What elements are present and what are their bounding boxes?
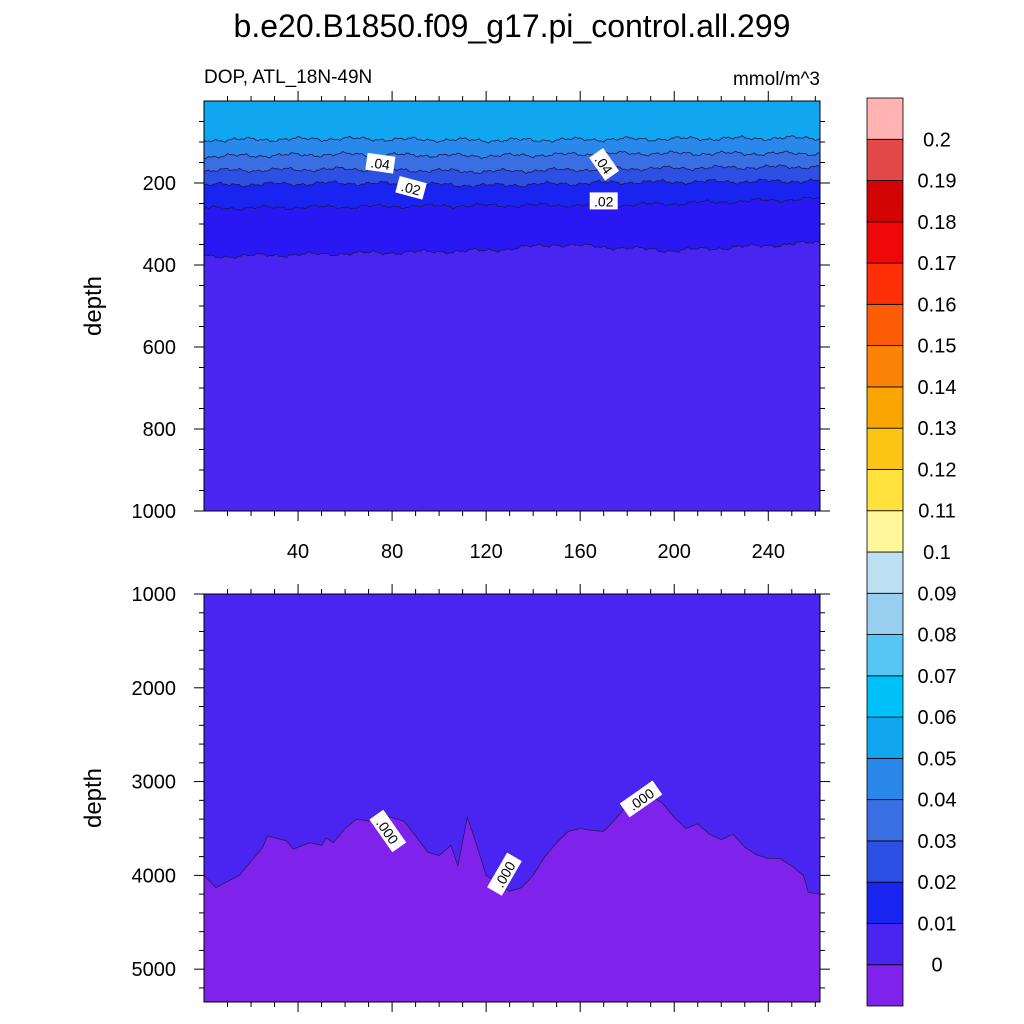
colorbar-swatch bbox=[866, 386, 904, 429]
chart-units: mmol/m^3 bbox=[733, 69, 820, 90]
colorbar-label: 0.14 bbox=[918, 377, 957, 399]
upper-contour-band bbox=[204, 101, 820, 144]
colorbar-label: 0 bbox=[931, 955, 942, 977]
upper-contour-labels: .04.04.02.02 bbox=[365, 147, 620, 210]
x-tick-label: 80 bbox=[381, 541, 403, 563]
colorbar-swatch bbox=[866, 427, 904, 470]
contour-label-box bbox=[365, 152, 396, 174]
contour-label-box bbox=[619, 780, 663, 818]
contour-label-box bbox=[395, 175, 427, 200]
colorbar-label: 0.12 bbox=[918, 460, 957, 482]
colorbar-swatch bbox=[866, 757, 904, 801]
y-tick-label: 1000 bbox=[132, 501, 177, 523]
contour-label: .02 bbox=[589, 192, 618, 210]
colorbar-label: 0.15 bbox=[918, 336, 957, 358]
colorbar-label: 0.13 bbox=[918, 418, 957, 440]
x-tick-label: 200 bbox=[658, 541, 691, 563]
upper-y-axis-label: depth bbox=[80, 276, 107, 336]
colorbar-label: 0.03 bbox=[918, 831, 957, 853]
y-tick-label: 2000 bbox=[132, 678, 177, 700]
contour-label-text: .04 bbox=[370, 154, 392, 173]
lower-contour-line bbox=[203, 795, 821, 895]
upper-contour-line bbox=[203, 178, 821, 188]
colorbar-label: 0.04 bbox=[918, 790, 957, 812]
colorbar-label: 0.2 bbox=[923, 129, 951, 151]
colorbar-swatch bbox=[866, 551, 904, 594]
contour-label: .02 bbox=[395, 175, 427, 200]
colorbar-label: 0.06 bbox=[918, 707, 957, 729]
colorbar-swatch bbox=[866, 345, 904, 388]
upper-contour-line bbox=[203, 135, 821, 144]
lower-plot-frame bbox=[203, 593, 821, 1003]
colorbar-swatch bbox=[866, 923, 904, 966]
contour-label-box bbox=[589, 192, 618, 210]
y-tick-label: 800 bbox=[143, 419, 176, 441]
colorbar-swatch bbox=[866, 716, 904, 759]
colorbar-label: 0.07 bbox=[918, 666, 957, 688]
upper-axis-ticks: 40 80 120 160 200 240 200 400 600 800 1000 bbox=[132, 91, 830, 563]
chart-title: b.e20.B1850.f09_g17.pi_control.all.299 bbox=[234, 8, 791, 44]
y-tick-label: 5000 bbox=[132, 959, 177, 981]
contour-label-box bbox=[487, 852, 522, 896]
colorbar-swatch bbox=[866, 964, 904, 1007]
colorbar-swatch bbox=[866, 634, 904, 677]
colorbar: 0 0.01 0.02 0.03 0.04 0.05 0.06 0.07 0.08 0.09 0.1… bbox=[866, 97, 957, 1007]
colorbar-swatch bbox=[866, 592, 904, 635]
colorbar-label: 0.02 bbox=[918, 872, 957, 894]
x-tick-label: 40 bbox=[287, 541, 309, 563]
upper-contour-lines bbox=[203, 135, 821, 260]
colorbar-label: 0.18 bbox=[918, 212, 957, 234]
colorbar-label: 0.1 bbox=[923, 542, 951, 564]
colorbar-swatch bbox=[866, 510, 904, 553]
lower-contour-bands bbox=[203, 594, 821, 1002]
upper-contour-line bbox=[203, 164, 821, 174]
colorbar-label: 0.09 bbox=[918, 583, 957, 605]
colorbar-swatch bbox=[866, 675, 904, 718]
x-tick-label: 160 bbox=[563, 541, 596, 563]
upper-contour-line bbox=[203, 240, 821, 260]
colorbar-label: 0.05 bbox=[918, 748, 957, 770]
contour-label: .04 bbox=[365, 152, 396, 174]
x-tick-label: 240 bbox=[752, 541, 785, 563]
upper-contour-line bbox=[203, 196, 821, 211]
colorbar-swatch bbox=[866, 469, 904, 512]
lower-contour-band-lower bbox=[204, 795, 820, 1002]
colorbar-swatch bbox=[866, 221, 904, 264]
lower-axis-ticks: 1000 2000 3000 4000 5000 bbox=[132, 584, 830, 1012]
y-tick-label: 1000 bbox=[132, 584, 177, 606]
colorbar-swatch bbox=[866, 799, 904, 842]
colorbar-swatch bbox=[866, 180, 904, 223]
upper-contour-bands bbox=[204, 101, 820, 511]
colorbar-swatch bbox=[866, 138, 904, 181]
colorbar-swatch bbox=[866, 881, 904, 924]
lower-y-axis-label: depth bbox=[80, 768, 107, 828]
y-tick-label: 600 bbox=[143, 337, 176, 359]
y-tick-label: 200 bbox=[143, 173, 176, 195]
colorbar-swatch bbox=[866, 97, 904, 140]
contour-label-text: .02 bbox=[399, 178, 422, 199]
chart-subtitle-left: DOP, ATL_18N-49N bbox=[204, 67, 372, 88]
y-tick-label: 4000 bbox=[132, 865, 177, 887]
contour-label-text: .02 bbox=[594, 193, 614, 209]
y-tick-label: 400 bbox=[143, 255, 176, 277]
colorbar-label: 0.01 bbox=[918, 914, 957, 936]
colorbar-swatch bbox=[866, 840, 904, 883]
contour-label-box bbox=[369, 809, 407, 853]
colorbar-label: 0.16 bbox=[918, 294, 957, 316]
contour-label-box bbox=[589, 147, 620, 181]
x-tick-label: 120 bbox=[469, 541, 502, 563]
colorbar-swatch bbox=[866, 262, 904, 305]
upper-panel: .04.04.02.02 40 80 120 160 200 24020040060080… bbox=[80, 91, 830, 563]
upper-contour-line bbox=[203, 150, 821, 160]
colorbar-label: 0.11 bbox=[918, 501, 955, 523]
y-tick-label: 3000 bbox=[132, 772, 177, 794]
colorbar-label: 0.17 bbox=[918, 253, 957, 275]
colorbar-label: 0.08 bbox=[918, 625, 957, 647]
colorbar-label: 0.19 bbox=[918, 171, 957, 193]
colorbar-swatch bbox=[866, 303, 904, 347]
